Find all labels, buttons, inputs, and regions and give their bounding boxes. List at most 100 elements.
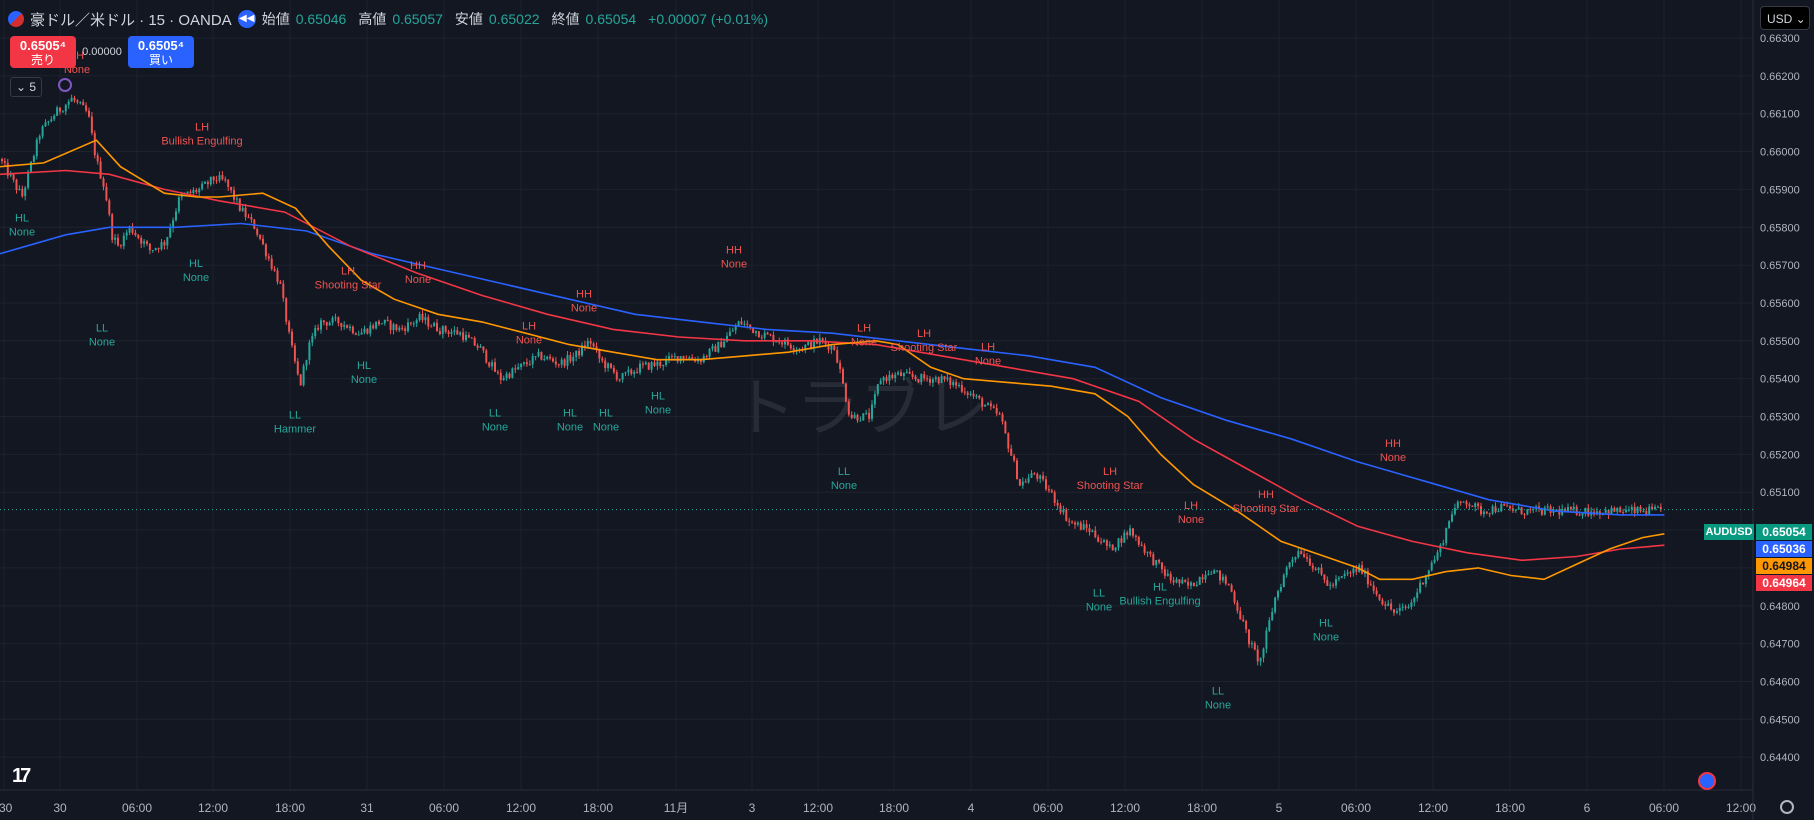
swing-annotation-label: HL: [651, 390, 665, 402]
candle-body: [1224, 576, 1227, 584]
candle-body: [334, 317, 337, 319]
swing-annotation-label: LL: [289, 409, 301, 421]
candle-body: [450, 331, 453, 334]
swing-annotation-label: LH: [917, 328, 931, 340]
economic-event-icon[interactable]: [1698, 772, 1716, 790]
candle-body: [395, 324, 398, 330]
candle-body: [1395, 610, 1398, 613]
candle-body: [546, 356, 549, 359]
sync-icon[interactable]: [58, 78, 72, 92]
candle-body: [201, 183, 204, 189]
audusd-flag-icon: [8, 11, 24, 27]
candle-body: [154, 248, 157, 251]
candle-body: [1236, 602, 1239, 611]
tradingview-logo[interactable]: 17: [12, 765, 31, 787]
candle-body: [757, 331, 760, 338]
candle-body: [563, 359, 566, 366]
candle-body: [1047, 489, 1050, 491]
candle-body: [430, 326, 433, 328]
candle-body: [998, 413, 1001, 415]
candle-body: [6, 162, 9, 176]
indicator-collapse-button[interactable]: ⌄ 5: [10, 77, 42, 97]
candle-body: [1407, 607, 1410, 609]
candle-body: [291, 331, 293, 346]
candle-body: [317, 327, 320, 330]
candle-body: [560, 359, 563, 365]
candle-body: [73, 97, 76, 101]
candle-body: [1509, 506, 1511, 509]
candle-body: [1326, 579, 1329, 586]
candle-body: [647, 362, 650, 370]
y-tick-label: 0.66200: [1760, 71, 1800, 83]
candle-body: [885, 377, 888, 381]
candle-body: [1372, 585, 1375, 591]
candle-body: [897, 372, 900, 375]
candle-body: [453, 330, 456, 332]
candle-body: [204, 181, 206, 184]
candle-body: [354, 333, 357, 335]
symbol-title[interactable]: 豪ドル／米ドル · 15 · OANDA: [30, 11, 232, 29]
candle-body: [714, 346, 717, 352]
candle-body: [1271, 612, 1274, 621]
candle-body: [279, 281, 282, 284]
candle-body: [813, 338, 815, 349]
candle-body: [1120, 538, 1123, 543]
candle-body: [1323, 574, 1326, 580]
x-tick-label: 12:00: [198, 801, 228, 815]
candle-body: [1230, 584, 1233, 592]
candle-body: [247, 217, 250, 219]
replay-icon[interactable]: ◀◀: [237, 10, 256, 28]
candle-body: [1152, 554, 1155, 565]
candle-body: [737, 321, 740, 326]
candle-body: [1366, 570, 1369, 585]
candle-body: [1482, 511, 1485, 515]
candle-body: [128, 226, 131, 233]
candle-body: [1065, 509, 1068, 521]
candle-body: [24, 187, 27, 197]
x-tick-label: 4: [968, 801, 975, 815]
currency-select[interactable]: USD ⌄: [1760, 6, 1810, 30]
candle-body: [630, 369, 633, 374]
candle-body: [1625, 509, 1627, 513]
candle-body: [1526, 509, 1529, 515]
swing-annotation-label: HL: [599, 408, 613, 420]
sell-button[interactable]: 0.6505⁴ 売り: [10, 36, 76, 68]
candle-body: [1445, 527, 1448, 544]
candle-body: [308, 342, 311, 361]
candle-body: [1352, 568, 1355, 574]
buy-button[interactable]: 0.6505⁴ 買い: [128, 36, 194, 68]
settings-icon[interactable]: [1780, 800, 1794, 814]
candle-body: [1056, 502, 1059, 506]
candle-body: [1451, 514, 1453, 522]
ma-mid-price-label: 0.64964: [1756, 575, 1812, 591]
candle-body: [363, 328, 366, 333]
candle-body: [407, 322, 409, 331]
candle-body: [1111, 544, 1114, 551]
candle-body: [1274, 597, 1277, 613]
candle-body: [1520, 507, 1523, 515]
candle-body: [1169, 573, 1172, 581]
candle-body: [920, 374, 923, 383]
swing-annotation-label: HL: [1153, 582, 1167, 594]
candle-body: [1195, 584, 1198, 587]
candle-body: [1474, 503, 1477, 507]
candle-body: [934, 377, 937, 380]
candle-body: [93, 133, 96, 156]
candle-body: [926, 378, 929, 380]
candle-body: [125, 232, 128, 236]
y-tick-label: 0.64700: [1760, 639, 1800, 651]
candle-body: [984, 405, 987, 407]
candle-body: [1497, 511, 1500, 513]
candle-body: [876, 384, 879, 395]
candle-body: [409, 322, 412, 324]
candle-body: [1175, 579, 1178, 583]
candle-body: [1480, 506, 1482, 515]
swing-annotation-label: HL: [357, 360, 371, 372]
candle-body: [1500, 504, 1503, 512]
candle-body: [894, 374, 897, 379]
swing-annotation-label: None: [571, 302, 597, 314]
candle-body: [491, 362, 494, 367]
candle-body: [1161, 562, 1163, 570]
candle-body: [557, 364, 560, 366]
